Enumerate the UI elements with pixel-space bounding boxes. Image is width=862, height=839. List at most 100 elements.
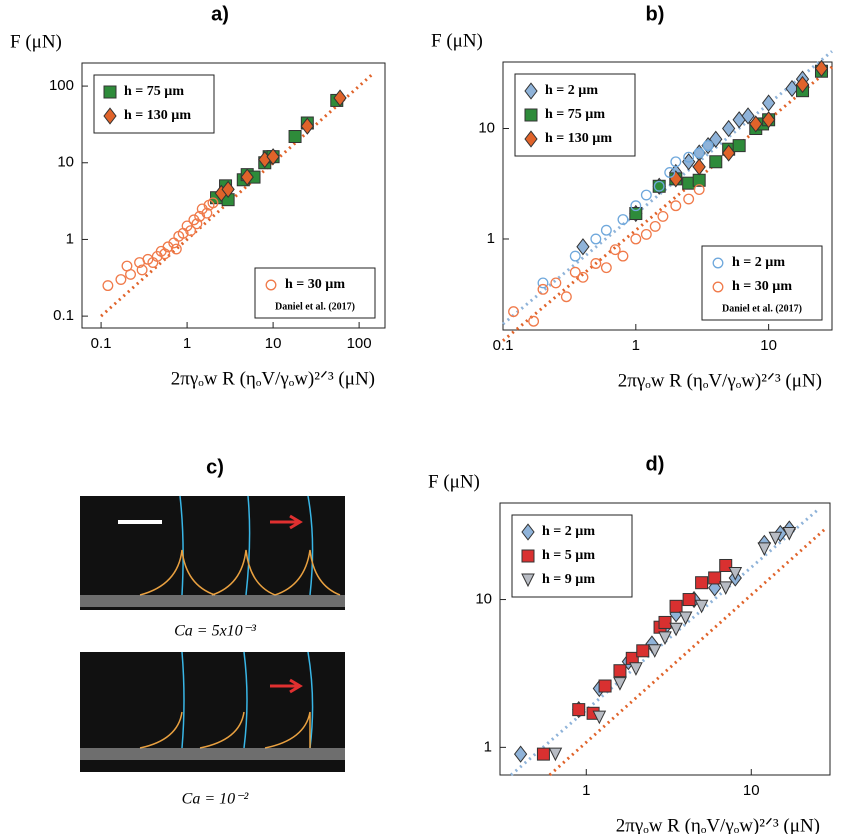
marker	[683, 193, 695, 205]
interface	[181, 651, 314, 749]
y-tick-label: 1	[484, 738, 492, 755]
x-axis-label: 2πγₒw R (ηₒV/γₒw)²ᐟ³ (μN)	[618, 370, 822, 391]
y-tick-label: 10	[475, 591, 492, 608]
marker	[670, 156, 682, 168]
marker	[785, 79, 799, 98]
marker	[577, 271, 589, 283]
marker	[136, 264, 148, 276]
legend-box	[93, 74, 215, 134]
marker	[102, 280, 114, 292]
marker	[617, 214, 629, 225]
marker	[782, 526, 797, 541]
marker	[609, 244, 621, 256]
legend-label: h = 30 µm	[285, 277, 345, 292]
panel-title: b)	[646, 3, 665, 25]
legend-label: h = 9 µm	[542, 572, 595, 587]
marker	[719, 558, 733, 572]
arrow	[270, 678, 303, 694]
marker	[694, 599, 709, 614]
marker	[550, 277, 562, 289]
caption: Ca = 10⁻²	[182, 791, 250, 808]
y-tick-label: 0.1	[53, 307, 74, 324]
marker	[524, 130, 538, 148]
marker	[709, 130, 723, 148]
marker	[768, 531, 783, 546]
legend-label: h = 30 µm	[732, 279, 792, 294]
legend-label: h = 2 µm	[732, 255, 785, 270]
marker	[194, 210, 206, 222]
marker	[521, 549, 535, 563]
marker	[630, 200, 642, 212]
x-axis-label: 2πγₒw R (ηₒV/γₒw)²ᐟ³ (μN)	[171, 368, 375, 389]
marker	[629, 662, 643, 676]
panel-title: c)	[206, 456, 224, 478]
legend-label: h = 130 µm	[545, 131, 612, 146]
panel-title: d)	[646, 453, 665, 475]
marker	[795, 75, 810, 94]
marker	[524, 82, 538, 100]
x-tick-label: 100	[347, 335, 372, 352]
x-tick-label: 1	[183, 335, 191, 352]
marker	[288, 130, 302, 144]
x-axis-label: 2πγₒw R (ηₒV/γₒw)²ᐟ³ (μN)	[616, 815, 820, 834]
legend-label: h = 75 µm	[545, 107, 605, 122]
marker	[115, 274, 127, 285]
marker	[629, 207, 643, 221]
marker	[333, 89, 347, 107]
x-tick-label: 10	[760, 337, 777, 354]
x-tick-label: 1	[582, 782, 590, 799]
marker	[569, 266, 581, 278]
legend-label: h = 2 µm	[545, 83, 598, 98]
marker	[669, 622, 683, 637]
marker	[240, 168, 254, 186]
marker	[300, 117, 314, 135]
marker	[712, 281, 724, 293]
marker	[524, 108, 538, 122]
marker	[576, 238, 590, 256]
marker	[658, 615, 672, 629]
marker	[741, 107, 755, 125]
marker	[600, 224, 612, 236]
panel-title: a)	[211, 3, 229, 25]
marker	[669, 599, 683, 613]
marker	[592, 710, 607, 725]
marker	[708, 571, 722, 585]
marker	[693, 184, 705, 196]
marker	[265, 279, 277, 291]
marker	[191, 218, 203, 230]
marker	[762, 94, 776, 112]
marker	[728, 567, 743, 581]
meniscus	[139, 549, 341, 596]
y-tick-label: 100	[49, 77, 74, 94]
x-tick-label: 10	[265, 335, 282, 352]
marker	[722, 144, 736, 162]
fit-line	[548, 527, 827, 777]
y-tick-label: 10	[57, 154, 74, 171]
marker	[170, 243, 182, 255]
plot-frame	[499, 502, 831, 776]
x-tick-label: 1	[632, 337, 640, 354]
marker	[613, 664, 627, 678]
plot-frame	[81, 62, 386, 329]
y-tick-label: 1	[487, 230, 495, 247]
marker	[159, 248, 171, 260]
marker	[678, 611, 693, 626]
legend-label: h = 2 µm	[542, 524, 595, 539]
marker	[647, 644, 662, 658]
pillars	[80, 748, 345, 760]
panel-c: c) Ca = 5x10⁻³ Ca = 10⁻²	[80, 456, 345, 808]
y-tick-label: 1	[66, 230, 74, 247]
marker	[572, 703, 586, 717]
marker	[203, 199, 215, 211]
marker	[598, 679, 612, 693]
marker	[683, 151, 695, 163]
fit-line	[100, 71, 376, 318]
micrograph	[80, 496, 345, 610]
marker	[613, 677, 627, 691]
marker	[702, 140, 714, 152]
marker	[762, 111, 776, 129]
legend-box	[254, 267, 376, 319]
marker	[693, 147, 705, 159]
reference: Daniel et al. (2017)	[275, 301, 355, 312]
